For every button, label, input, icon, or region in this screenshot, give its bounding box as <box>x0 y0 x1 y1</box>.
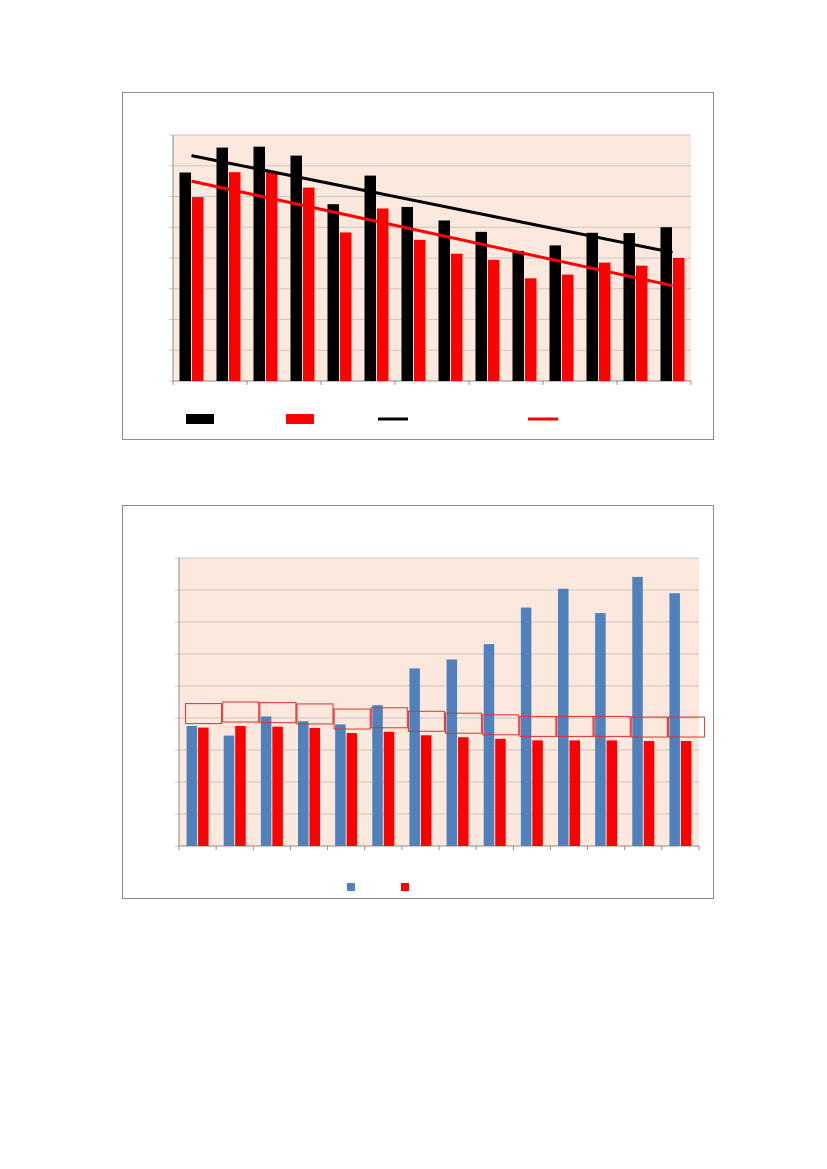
legend-marker <box>401 883 409 891</box>
bar-series-1 <box>290 155 302 381</box>
bar-series-2 <box>420 735 432 846</box>
bar-series-1 <box>438 220 450 381</box>
trendline-2 <box>191 179 673 288</box>
bar-series-1 <box>595 613 606 846</box>
bar-series-1 <box>512 250 524 381</box>
data-label-box <box>370 707 408 729</box>
bar-series-2 <box>451 253 463 381</box>
data-label-box <box>259 702 297 724</box>
bar-series-1 <box>475 231 487 381</box>
chart-1 <box>122 92 714 440</box>
bar-series-2 <box>229 172 241 381</box>
data-label-box <box>667 716 705 738</box>
bar-series-2 <box>643 741 655 846</box>
data-label-box <box>519 715 557 737</box>
bar-series-2 <box>346 733 358 846</box>
bar-series-1 <box>401 206 413 381</box>
bar-series-1 <box>446 659 458 846</box>
bar-series-1 <box>372 705 383 846</box>
bar-series-2 <box>495 738 506 846</box>
data-label-box <box>593 715 631 737</box>
bar-series-2 <box>673 258 685 381</box>
bar-series-2 <box>458 737 469 846</box>
data-label-box <box>445 712 483 734</box>
data-label-box <box>407 710 445 732</box>
trendline-1 <box>191 154 673 254</box>
bar-series-1 <box>549 245 561 381</box>
bar-series-1 <box>586 232 598 381</box>
bar-series-1 <box>483 644 495 846</box>
bar-series-1 <box>623 233 635 381</box>
data-label-box <box>222 701 260 723</box>
bar-series-2 <box>309 727 320 846</box>
bar-series-1 <box>298 721 309 846</box>
data-label-box <box>333 708 371 730</box>
legend-marker <box>186 414 214 424</box>
bar-series-2 <box>599 262 611 381</box>
bar-series-1 <box>364 175 376 381</box>
legend-marker <box>347 883 355 891</box>
data-label-box <box>630 716 668 738</box>
bar-series-1 <box>669 593 680 846</box>
bar-series-2 <box>340 232 352 381</box>
bar-series-2 <box>488 259 500 381</box>
data-label-box <box>556 715 594 737</box>
bar-series-1 <box>260 716 272 846</box>
bar-series-2 <box>198 727 209 846</box>
legend-marker <box>286 414 314 424</box>
bar-series-1 <box>179 172 191 381</box>
bar-series-1 <box>632 576 643 846</box>
bar-series-2 <box>525 278 537 381</box>
bar-series-2 <box>192 197 204 381</box>
bar-series-1 <box>335 724 346 846</box>
bar-series-2 <box>680 741 692 846</box>
data-label-box <box>482 714 520 736</box>
chart-1-svg <box>169 134 692 424</box>
chart-2 <box>122 505 714 899</box>
bar-series-1 <box>216 147 228 381</box>
bar-series-1 <box>520 607 532 846</box>
bar-series-2 <box>303 187 315 381</box>
bar-series-2 <box>532 740 543 846</box>
bar-series-2 <box>606 740 618 846</box>
bar-series-2 <box>266 172 278 381</box>
data-label-box <box>296 703 334 725</box>
bar-series-1 <box>186 726 198 846</box>
bar-series-1 <box>558 588 569 846</box>
bar-series-2 <box>569 740 580 846</box>
chart-2-svg <box>175 557 705 891</box>
bar-series-2 <box>377 208 389 381</box>
bar-series-1 <box>223 735 235 846</box>
bar-series-1 <box>660 227 672 381</box>
bar-series-1 <box>253 146 265 381</box>
bar-series-2 <box>272 726 283 846</box>
bar-series-2 <box>383 731 395 846</box>
bar-series-1 <box>409 668 420 846</box>
bar-series-2 <box>235 726 246 846</box>
bar-series-2 <box>562 274 574 381</box>
bar-series-2 <box>414 239 426 381</box>
data-label-box <box>185 703 223 725</box>
bar-series-2 <box>636 265 648 381</box>
bar-series-1 <box>327 204 339 381</box>
